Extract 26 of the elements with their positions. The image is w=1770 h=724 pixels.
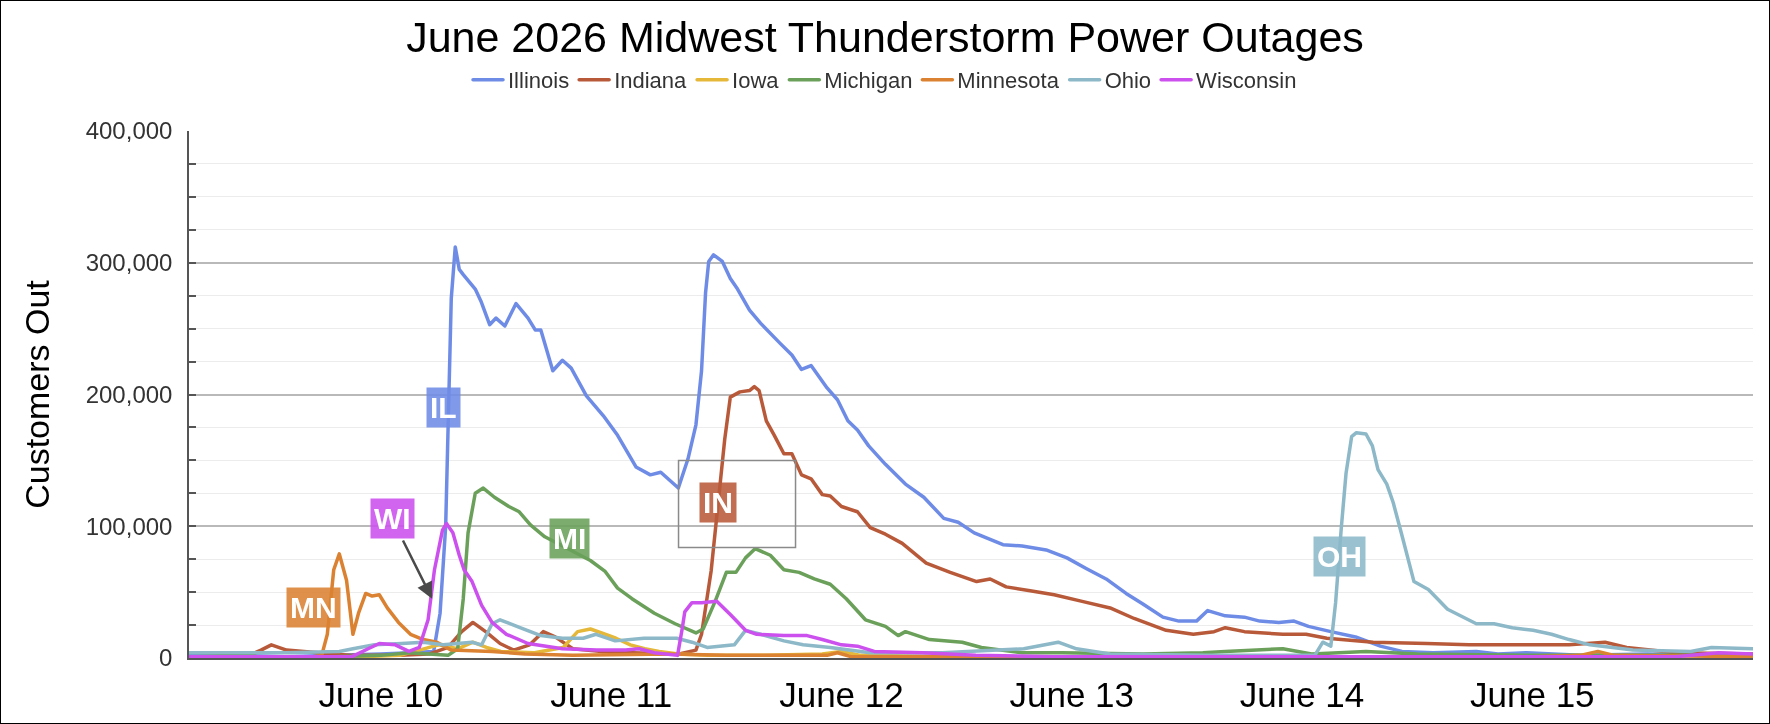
x-tick-label: June 15	[1470, 674, 1595, 714]
y-tick-label: 300,000	[85, 249, 173, 277]
annotation: IN	[703, 486, 733, 519]
y-axis-title: Customers Out	[17, 279, 56, 509]
x-tick-label: June 14	[1239, 674, 1365, 714]
annotation: MN	[290, 591, 337, 624]
x-tick-label: June 11	[550, 674, 673, 714]
legend-label: Michigan	[824, 68, 913, 94]
y-tick-label: 0	[159, 644, 173, 672]
legend-label: Minnesota	[957, 68, 1060, 94]
x-tick-label: June 12	[779, 674, 904, 714]
legend-label: Illinois	[508, 68, 570, 94]
annotation: IL	[430, 391, 457, 424]
legend-label: Indiana	[614, 68, 688, 94]
legend-label: Iowa	[732, 68, 780, 94]
y-tick-label: 200,000	[85, 380, 173, 408]
x-tick-label: June 13	[1009, 674, 1135, 714]
annotation: OH	[1317, 540, 1362, 573]
annotation: MI	[553, 522, 587, 555]
legend-label: Wisconsin	[1196, 68, 1297, 94]
x-tick-label: June 10	[318, 674, 444, 714]
y-tick-label: 100,000	[85, 512, 173, 540]
chart-title: June 2026 Midwest Thunderstorm Power Outages	[406, 13, 1364, 62]
legend-label: Ohio	[1104, 68, 1152, 94]
y-tick-label: 400,000	[85, 117, 173, 145]
annotation: WI	[374, 502, 411, 535]
